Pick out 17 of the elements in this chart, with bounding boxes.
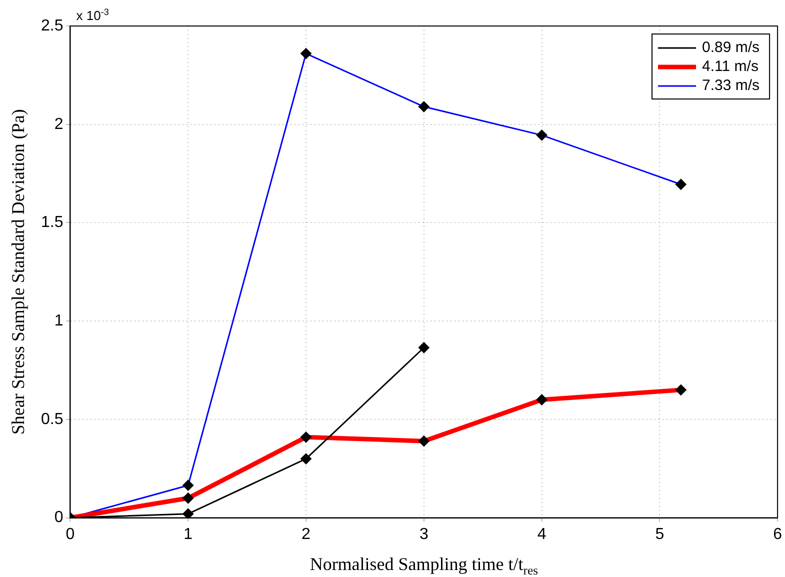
- y-tick-label: 0.5: [40, 410, 64, 428]
- legend-label: 0.89 m/s: [702, 39, 760, 56]
- x-tick-label: 6: [773, 526, 782, 543]
- x-tick-label: 3: [419, 526, 428, 543]
- legend-label: 7.33 m/s: [702, 77, 760, 94]
- y-axis-title: Shear Stress Sample Standard Deviation (Pa): [8, 109, 28, 435]
- y-tick-label: 1.5: [40, 214, 64, 232]
- legend-label: 4.11 m/s: [702, 58, 758, 76]
- x-tick-label: 4: [537, 526, 546, 543]
- y-tick-label: 1: [54, 312, 64, 330]
- y-tick-label: 2: [54, 116, 64, 133]
- y-tick-label: 2.5: [40, 17, 64, 34]
- y-tick-label: 0: [54, 509, 64, 526]
- x-tick-label: 5: [655, 526, 664, 543]
- x-tick-label: 1: [184, 526, 193, 543]
- x-tick-label: 2: [302, 526, 311, 543]
- x-tick-label: 0: [66, 526, 75, 543]
